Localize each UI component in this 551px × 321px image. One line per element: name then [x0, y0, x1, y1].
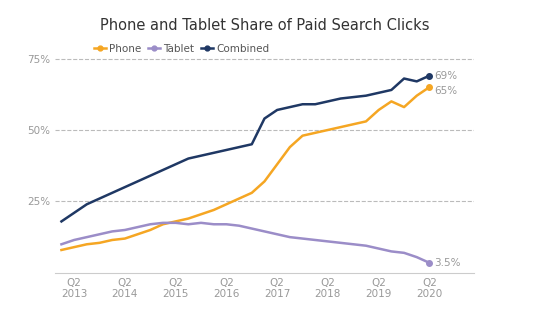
- Title: Phone and Tablet Share of Paid Search Clicks: Phone and Tablet Share of Paid Search Cl…: [100, 18, 429, 33]
- Text: 65%: 65%: [435, 86, 458, 96]
- Text: 69%: 69%: [435, 71, 458, 81]
- Text: 3.5%: 3.5%: [435, 258, 461, 268]
- Legend: Phone, Tablet, Combined: Phone, Tablet, Combined: [94, 44, 269, 54]
